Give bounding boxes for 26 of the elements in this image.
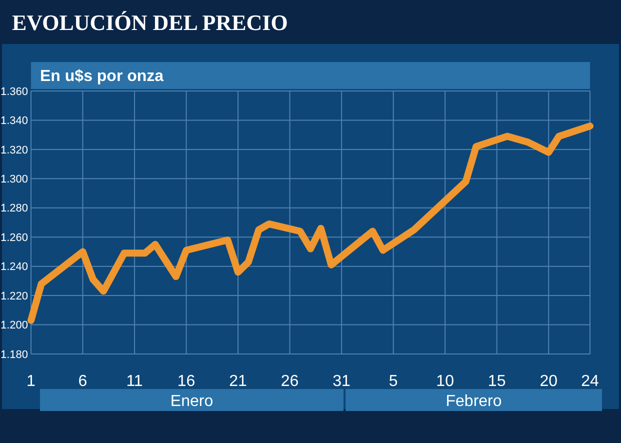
x-tick-label: 21 — [229, 373, 248, 390]
x-tick-label: 10 — [436, 373, 454, 390]
y-tick-label: 1.260 — [0, 232, 28, 244]
text: Enero — [170, 393, 214, 410]
y-tick-label: 1.320 — [0, 144, 28, 156]
y-tick-label: 1.340 — [0, 115, 28, 128]
chart-subtitle: En u$s por onza — [40, 68, 164, 85]
text: Febrero — [446, 393, 502, 410]
x-tick-label: 11 — [126, 373, 143, 390]
x-tick-label: 31 — [332, 373, 351, 390]
chart-title: EVOLUCIÓN DEL PRECIO — [12, 10, 288, 35]
x-tick-label: 5 — [388, 373, 398, 390]
x-tick-label: 16 — [177, 373, 196, 390]
y-tick-label: 1.180 — [0, 348, 28, 361]
x-tick-label: 26 — [280, 373, 299, 390]
x-tick-label: 24 — [581, 373, 599, 390]
x-tick-label: 6 — [78, 373, 88, 390]
y-tick-label: 1.220 — [0, 290, 28, 302]
x-tick-label: 15 — [488, 373, 506, 390]
y-tick-label: 1.280 — [0, 202, 28, 215]
y-tick-label: 1.240 — [0, 261, 28, 274]
y-tick-label: 1.300 — [0, 174, 28, 186]
x-tick-label: 1 — [26, 373, 36, 390]
x-tick-label: 20 — [540, 373, 558, 390]
y-tick-label: 1.200 — [0, 320, 28, 332]
y-tick-label: 1.360 — [0, 86, 28, 98]
